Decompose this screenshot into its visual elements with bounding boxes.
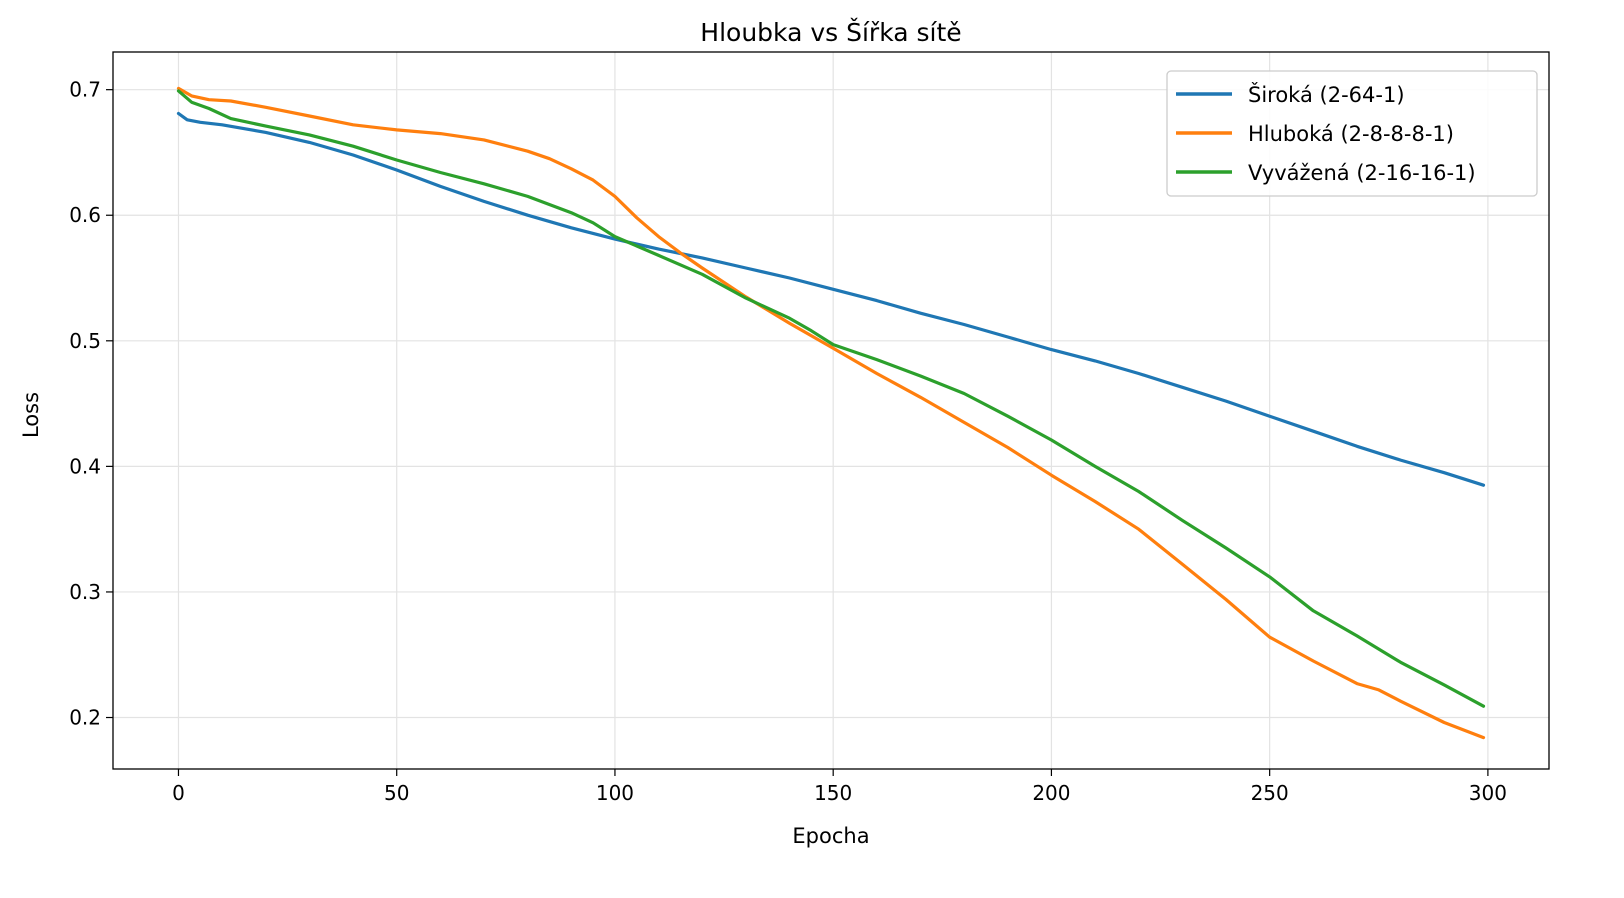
series-line-1 — [176, 86, 1486, 740]
plot-frame — [112, 51, 1550, 770]
y-tick-label: 0.2 — [69, 706, 101, 730]
x-tick-label: 0 — [172, 781, 185, 805]
x-tick-label: 200 — [1032, 781, 1070, 805]
legend-label-1: Hluboká (2-8-8-8-1) — [1248, 122, 1454, 146]
legend-label-0: Široká (2-64-1) — [1248, 82, 1405, 107]
x-tick-label: 50 — [384, 781, 409, 805]
y-tick-label: 0.3 — [69, 580, 101, 604]
series-lines — [176, 86, 1486, 740]
legend-box — [1166, 70, 1538, 197]
x-axis-label: Epocha — [792, 824, 869, 848]
series-line-2 — [176, 89, 1486, 708]
x-tick-label: 150 — [814, 781, 852, 805]
chart-title: Hloubka vs Šířka sítě — [700, 17, 961, 47]
y-tick-label: 0.7 — [69, 78, 101, 102]
y-tick-label: 0.5 — [69, 329, 101, 353]
y-axis-label: Loss — [19, 392, 43, 438]
legend: Široká (2-64-1) Hluboká (2-8-8-8-1) Vyváže… — [1166, 70, 1538, 197]
legend-label-2: Vyvážená (2-16-16-1) — [1248, 161, 1476, 185]
series-line-0 — [176, 111, 1486, 487]
y-tick-label: 0.4 — [69, 454, 101, 478]
x-tick-label: 300 — [1469, 781, 1507, 805]
x-tick-label: 250 — [1251, 781, 1289, 805]
y-axis-ticks: 0.2 0.3 0.4 0.5 0.6 0.7 — [69, 78, 113, 730]
y-tick-label: 0.6 — [69, 203, 101, 227]
x-tick-label: 100 — [596, 781, 634, 805]
x-axis-ticks: 0 50 100 150 200 250 300 — [172, 769, 1507, 805]
